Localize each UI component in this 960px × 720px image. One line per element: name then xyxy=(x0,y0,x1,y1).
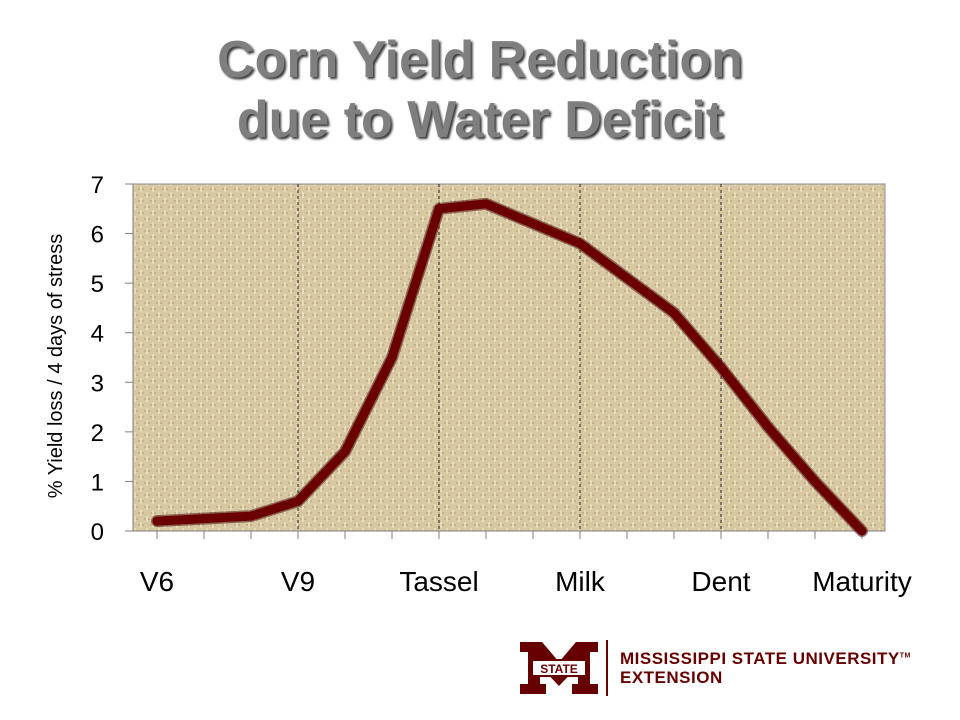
data-point xyxy=(669,308,679,318)
logo-mark-text: STATE xyxy=(540,662,578,676)
data-point xyxy=(387,353,397,362)
x-stage-label: Dent xyxy=(691,566,750,597)
data-point xyxy=(481,199,491,209)
y-tick-label: 7 xyxy=(91,172,104,199)
logo-divider xyxy=(606,640,608,696)
y-tick-label: 0 xyxy=(91,519,104,546)
chart-title-line-2: due to Water Deficit xyxy=(236,91,724,149)
y-tick-label: 4 xyxy=(91,321,104,348)
x-stage-label: Tassel xyxy=(399,566,478,597)
trademark-mark: TM xyxy=(899,652,911,660)
data-point xyxy=(575,238,585,248)
x-stage-label: V9 xyxy=(281,566,315,597)
logo-university-name: MISSISSIPPI STATE UNIVERSITYTM xyxy=(620,649,911,669)
data-point xyxy=(528,219,538,229)
data-point xyxy=(246,511,256,521)
x-stage-label: Milk xyxy=(555,566,606,597)
m-state-logo-icon: STATE xyxy=(520,642,598,694)
data-point xyxy=(622,273,632,283)
plot-area xyxy=(132,183,886,532)
y-tick-label: 6 xyxy=(91,222,104,249)
data-point xyxy=(857,526,867,536)
y-tick-label: 1 xyxy=(91,469,104,496)
y-tick-label: 3 xyxy=(91,370,104,397)
data-point xyxy=(340,447,350,457)
x-stage-label: V6 xyxy=(140,566,174,597)
logo-university-text: MISSISSIPPI STATE UNIVERSITY xyxy=(620,649,900,668)
y-axis-label: % Yield loss / 4 days of stress xyxy=(45,234,67,499)
logo-extension-text: EXTENSION xyxy=(620,668,723,687)
msu-extension-logo: STATE MISSISSIPPI STATE UNIVERSITYTM EXT… xyxy=(518,638,938,700)
data-point xyxy=(293,496,303,506)
x-stage-label: Maturity xyxy=(812,566,912,597)
data-point xyxy=(716,362,726,372)
series-line xyxy=(152,199,867,536)
data-point xyxy=(152,516,162,526)
data-point xyxy=(763,422,773,432)
chart-title: Corn Yield Reduction due to Water Defici… xyxy=(0,30,960,150)
chart-title-line-1: Corn Yield Reduction xyxy=(217,31,743,89)
y-tick-label: 2 xyxy=(91,420,104,447)
data-point xyxy=(434,204,444,214)
y-tick-label: 5 xyxy=(91,271,104,298)
data-point xyxy=(199,514,209,524)
data-point xyxy=(810,476,820,486)
